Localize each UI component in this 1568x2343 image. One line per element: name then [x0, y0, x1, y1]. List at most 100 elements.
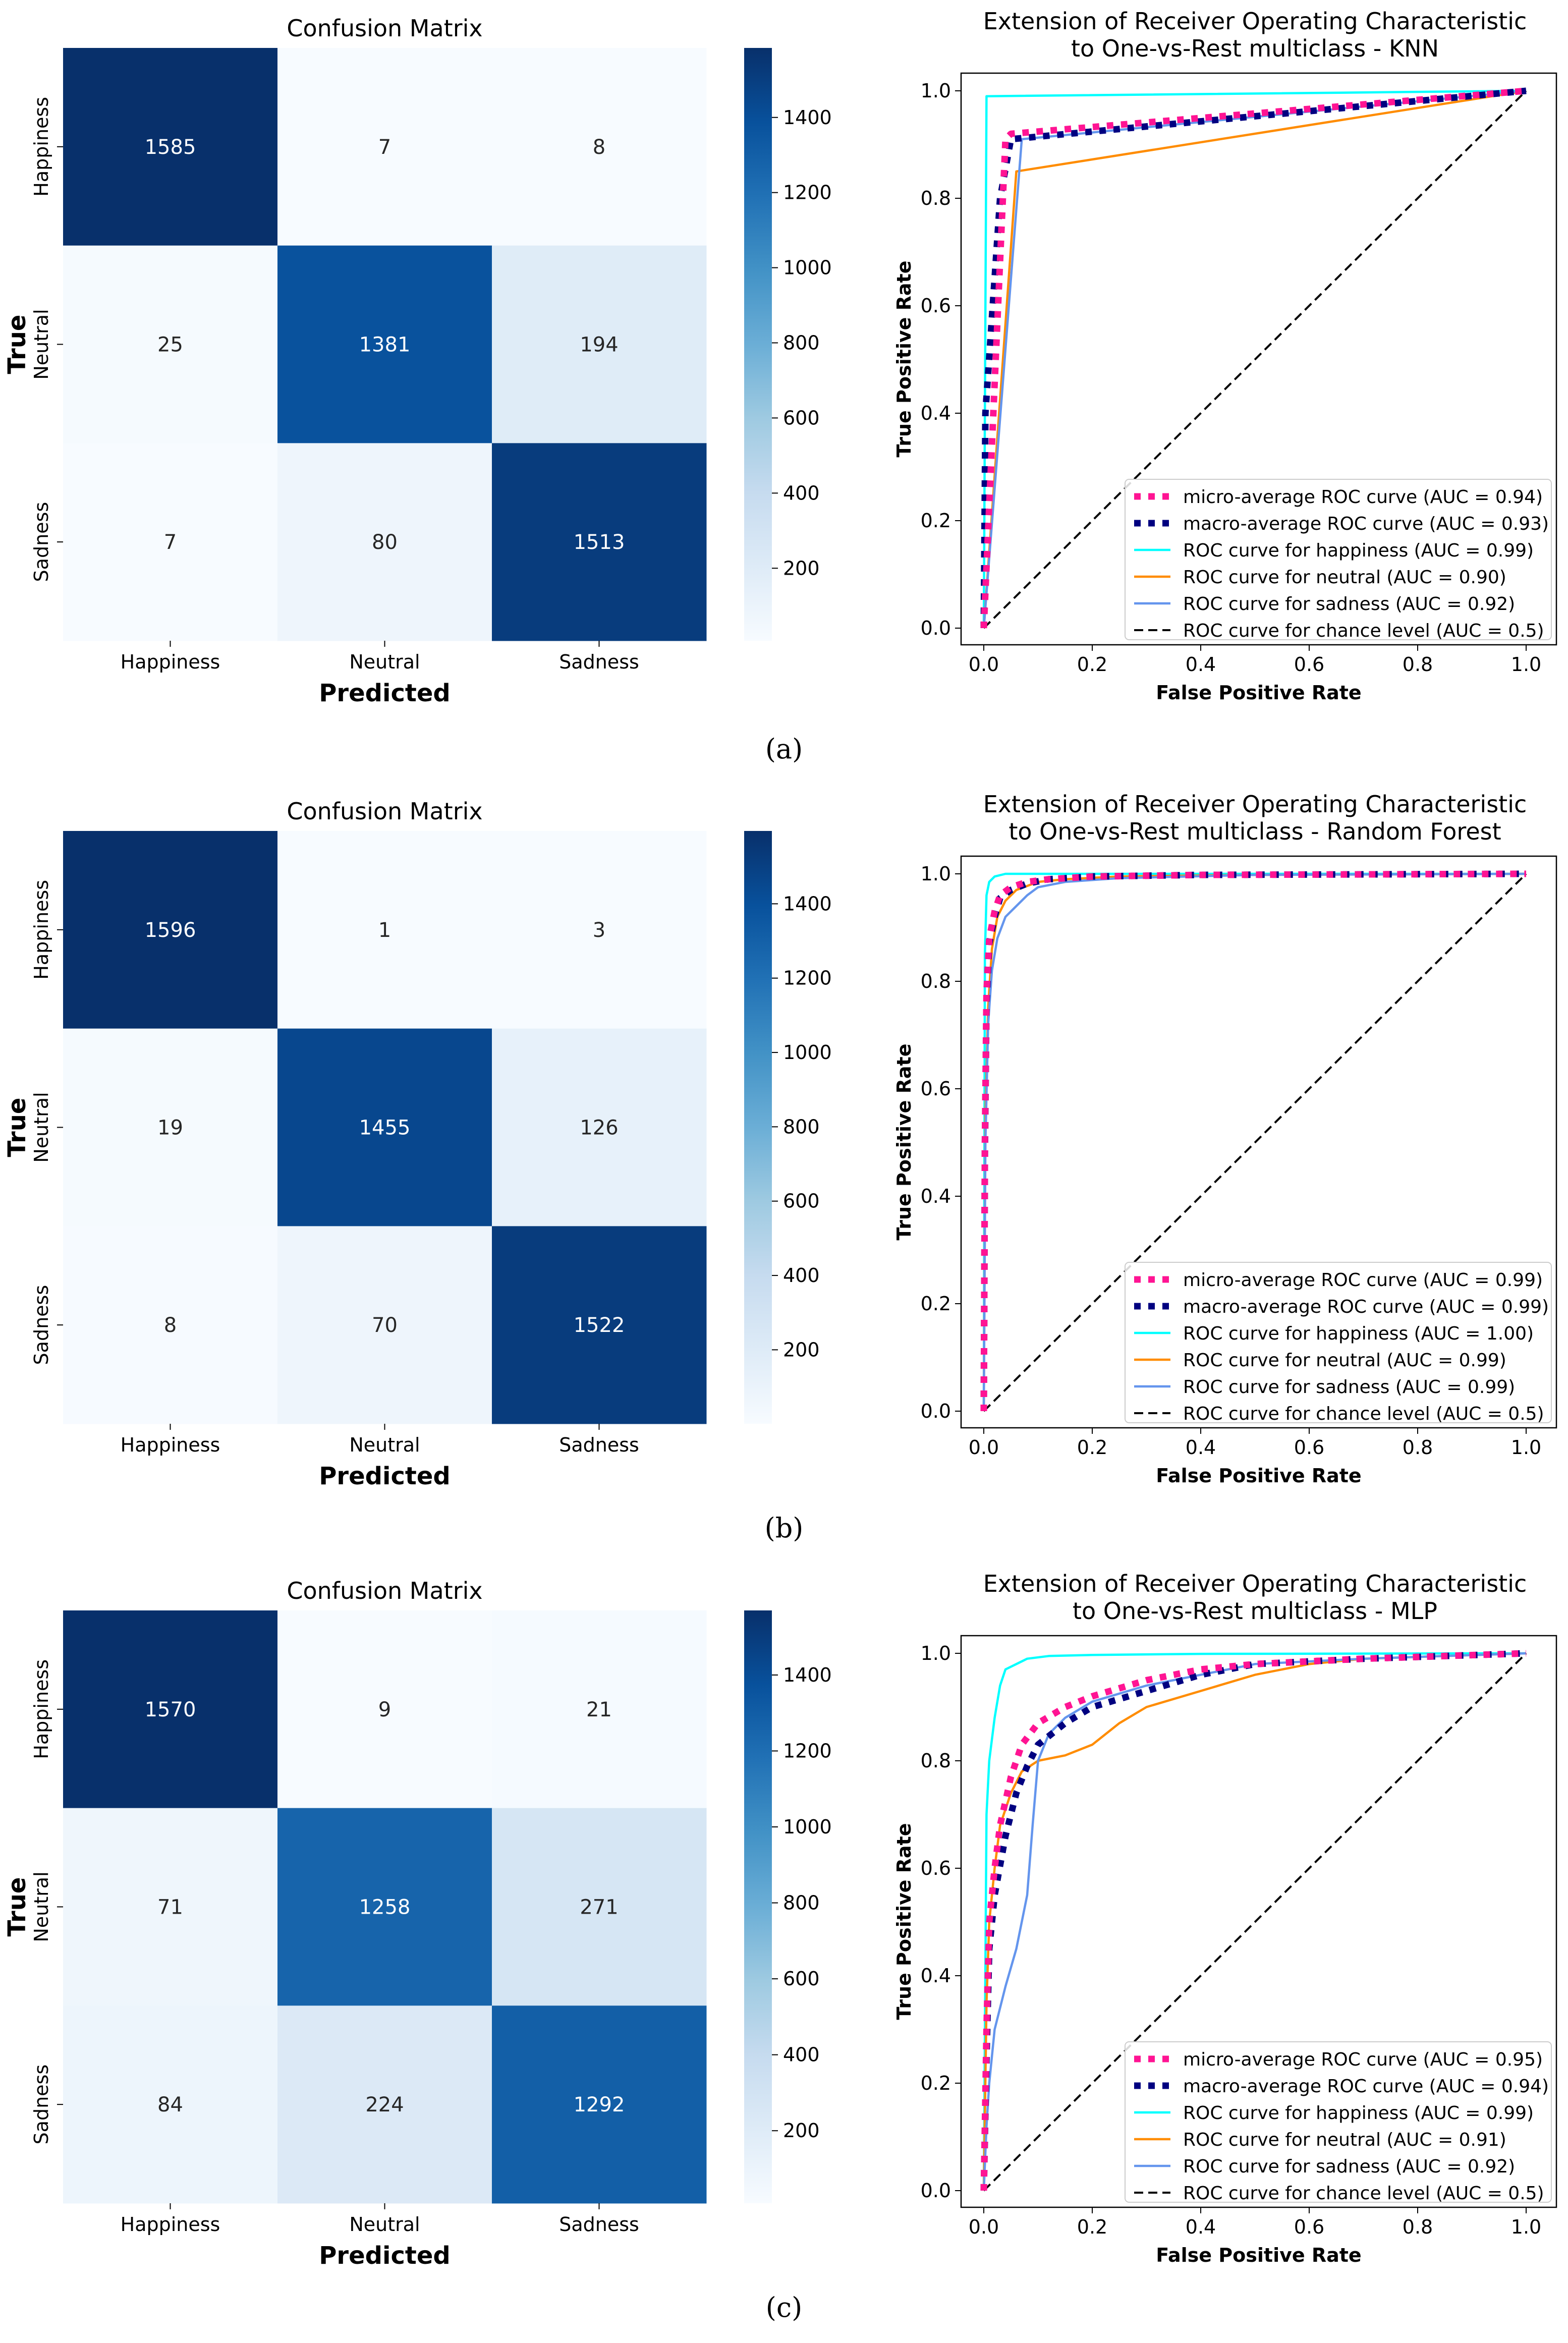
x-tick-label: 0.4: [1186, 2216, 1216, 2238]
colorbar-tick-label: 600: [783, 1968, 820, 1990]
legend-entry: ROC curve for neutral (AUC = 0.90): [1183, 567, 1506, 588]
colorbar-tick-label: 1400: [783, 892, 832, 915]
colorbar-tick-label: 1200: [783, 182, 832, 204]
x-tick-label: Sadness: [559, 1434, 639, 1456]
heatmap-cell: [63, 1610, 278, 1809]
heatmap-cell-value: 1522: [574, 1314, 625, 1337]
x-tick-label: 1.0: [1511, 2216, 1541, 2238]
x-tick-label: Sadness: [559, 651, 639, 673]
colorbar-tick-label: 1200: [783, 1740, 832, 1762]
colorbar-tick-label: 1200: [783, 967, 832, 989]
roc-title-line-1: Extension of Receiver Operating Characte…: [983, 791, 1527, 818]
roc-series-happiness: [982, 89, 1527, 629]
heatmap-cell-value: 70: [372, 1314, 398, 1337]
x-tick-label: 1.0: [1511, 653, 1541, 676]
panel-caption: (a): [765, 733, 803, 765]
heatmap-cell-value: 3: [593, 919, 605, 942]
roc-axes-frame: [960, 1635, 1557, 2208]
x-tick-label: Neutral: [349, 651, 420, 673]
heatmap-cell-value: 7: [378, 136, 391, 159]
heatmap-cell-value: 7: [164, 531, 177, 554]
legend-entry: ROC curve for happiness (AUC = 1.00): [1183, 1323, 1534, 1344]
x-tick-label: 0.8: [1403, 2216, 1433, 2238]
heatmap-cell-value: 9: [378, 1698, 391, 1721]
roc-xlabel: False Positive Rate: [1156, 2244, 1361, 2266]
colorbar-tick-label: 800: [783, 332, 820, 354]
roc-title-line-1: Extension of Receiver Operating Characte…: [983, 1570, 1527, 1597]
roc-series-macro: [980, 87, 1527, 629]
roc-title-line-2: to One-vs-Rest multiclass - Random Fores…: [1009, 818, 1501, 845]
x-tick-label: 0.2: [1077, 653, 1107, 676]
heatmap-cell: [277, 1610, 492, 1809]
colorbar-tick-label: 800: [783, 1892, 820, 1914]
legend-entry: ROC curve for sadness (AUC = 0.92): [1183, 594, 1515, 615]
panel-caption: (c): [766, 2292, 802, 2323]
heatmap-cell-value: 21: [586, 1698, 612, 1721]
heatmap-ylabel: True: [3, 1877, 31, 1937]
colorbar: [744, 831, 772, 1424]
heatmap-cell: [63, 831, 278, 1029]
heatmap-cells: 1585 7 8 25 1381 194 7 80 1513: [63, 48, 707, 641]
y-tick-label: 0.4: [921, 1185, 951, 1207]
colorbar-tick-label: 600: [783, 407, 820, 429]
roc-series-micro: [980, 1650, 1527, 2191]
heatmap-cell-value: 1381: [359, 333, 411, 357]
legend-entry: ROC curve for neutral (AUC = 0.99): [1183, 1350, 1506, 1371]
colorbar-tick-label: 800: [783, 1115, 820, 1138]
y-tick-label: 0.0: [921, 2180, 951, 2202]
heatmap-cell: [277, 443, 492, 641]
heatmap-cell-value: 84: [157, 2093, 183, 2116]
panel-row-c: Confusion Matrix 1570 9 21 71 1258 271 84 224 129…: [3, 1570, 1557, 2323]
heatmap-cell: [492, 1808, 707, 2006]
y-tick-label: 0.6: [921, 1078, 951, 1100]
colorbar-tick-label: 1400: [783, 106, 832, 129]
roc-title-line-2: to One-vs-Rest multiclass - KNN: [1071, 35, 1439, 62]
heatmap-cell-value: 71: [157, 1896, 183, 1919]
heatmap-cell: [63, 443, 278, 641]
colorbar: [744, 1610, 772, 2203]
heatmap-cell: [63, 1226, 278, 1424]
legend-entry: micro-average ROC curve (AUC = 0.94): [1183, 487, 1543, 508]
colorbar-tick-label: 400: [783, 482, 820, 504]
heatmap-cell-value: 1513: [574, 531, 625, 554]
x-tick-label: Happiness: [121, 1434, 220, 1456]
x-tick-label: 0.8: [1403, 1436, 1433, 1459]
heatmap-cell: [492, 1028, 707, 1226]
y-tick-label: 1.0: [921, 1642, 951, 1664]
colorbar-tick-label: 600: [783, 1190, 820, 1212]
y-tick-label: 1.0: [921, 863, 951, 885]
y-tick-label: Sadness: [30, 2065, 52, 2145]
heatmap-cell: [492, 1226, 707, 1424]
heatmap-xlabel: Predicted: [319, 679, 451, 707]
y-tick-label: 0.4: [921, 402, 951, 424]
heatmap-cell-value: 1596: [145, 919, 196, 942]
colorbar-tick-label: 1000: [783, 1816, 832, 1838]
x-tick-label: 1.0: [1511, 1436, 1541, 1459]
y-tick-label: 0.6: [921, 295, 951, 317]
heatmap-ylabel: True: [3, 1098, 31, 1157]
y-tick-label: 0.8: [921, 187, 951, 209]
colorbar-tick-label: 1000: [783, 257, 832, 279]
legend-entry: micro-average ROC curve (AUC = 0.99): [1183, 1270, 1543, 1291]
colorbar-tick-label: 200: [783, 2119, 820, 2142]
roc-title-line-2: to One-vs-Rest multiclass - MLP: [1073, 1597, 1437, 1625]
roc-series-chance: [983, 873, 1527, 1412]
y-tick-label: 0.8: [921, 970, 951, 992]
roc-legend: [1125, 479, 1552, 640]
roc-series-chance: [983, 1652, 1527, 2192]
y-tick-label: Neutral: [30, 1092, 52, 1162]
legend-entry: ROC curve for chance level (AUC = 0.5): [1183, 621, 1544, 641]
heatmap-cell: [277, 1808, 492, 2006]
panel-caption: (b): [765, 1512, 804, 1544]
roc-series-happiness: [982, 1652, 1527, 2191]
legend-entry: ROC curve for sadness (AUC = 0.99): [1183, 1377, 1515, 1398]
heatmap-cell: [492, 2005, 707, 2204]
panel-row-b: Confusion Matrix 1596 1 3 19 1455 126 8 70 1522 Ha…: [3, 791, 1557, 1544]
heatmap-cell-value: 19: [157, 1117, 183, 1140]
colorbar-tick-label: 200: [783, 557, 820, 579]
heatmap-ylabel: True: [3, 315, 31, 374]
heatmap-title: Confusion Matrix: [287, 798, 482, 825]
x-tick-label: Sadness: [559, 2213, 639, 2236]
legend-entry: macro-average ROC curve (AUC = 0.94): [1183, 2076, 1549, 2097]
roc-title-line-1: Extension of Receiver Operating Characte…: [983, 8, 1527, 35]
